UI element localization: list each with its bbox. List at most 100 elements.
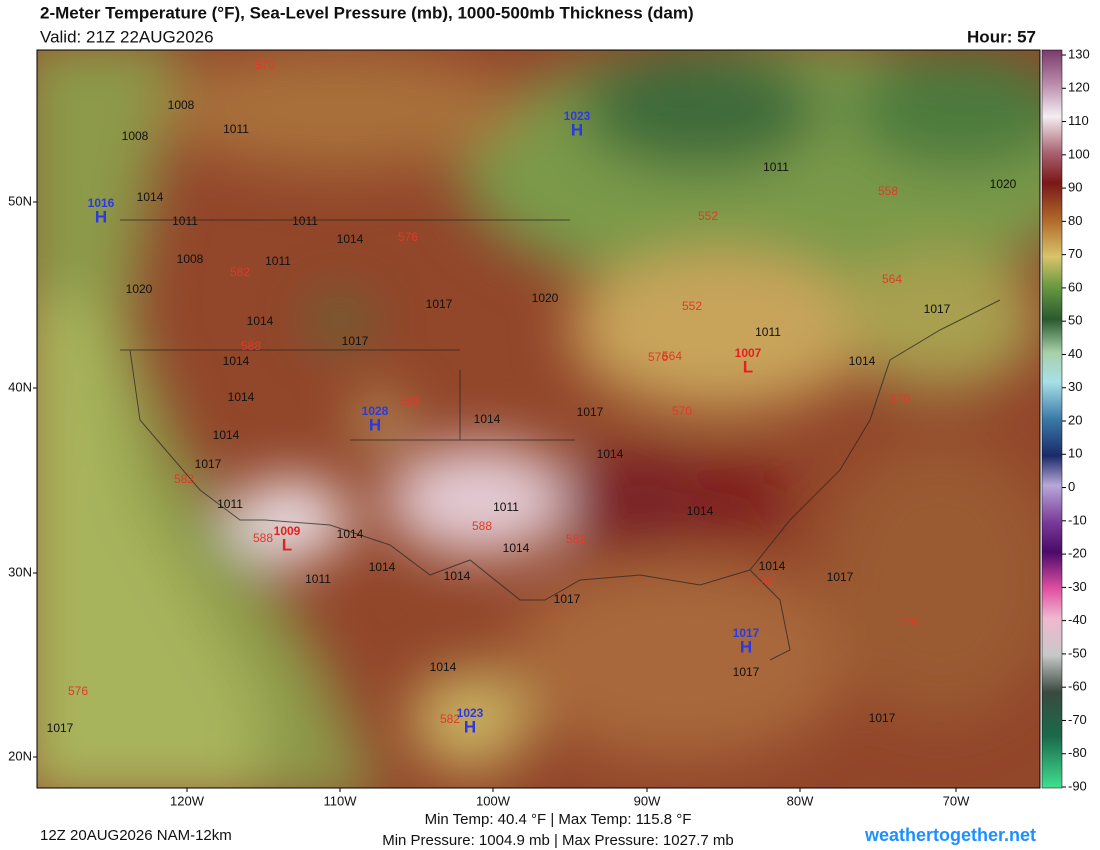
thickness-label: 582 — [230, 265, 250, 279]
colorbar-label: 70 — [1068, 246, 1082, 261]
valid-time: Valid: 21Z 22AUG2026 — [40, 27, 214, 46]
isobar-label: 1017 — [195, 457, 222, 471]
latitude-label: 30N — [8, 564, 32, 579]
colorbar-label: -70 — [1068, 712, 1087, 727]
thickness-label: 588 — [241, 339, 261, 353]
colorbar-label: -80 — [1068, 745, 1087, 760]
isobar-label: 1020 — [126, 282, 153, 296]
thickness-label: 576 — [898, 615, 918, 629]
colorbar-label: 0 — [1068, 479, 1075, 494]
isobar-label: 1011 — [223, 122, 249, 136]
colorbar-label: 40 — [1068, 346, 1082, 361]
longitude-label: 120W — [170, 793, 205, 808]
thickness-label: 576 — [68, 684, 88, 698]
colorbar-label: 30 — [1068, 379, 1082, 394]
isobar-label: 1014 — [213, 428, 240, 442]
isobar-label: 1014 — [223, 354, 250, 368]
isobar-label: 1017 — [554, 592, 581, 606]
isobar-label: 1017 — [869, 711, 896, 725]
thickness-label: 552 — [682, 299, 702, 313]
high-center-marker: H — [464, 717, 476, 736]
isobar-label: 1017 — [733, 665, 760, 679]
isobar-label: 1020 — [990, 177, 1017, 191]
low-center-marker: L — [743, 357, 753, 376]
high-center-marker: H — [571, 120, 583, 139]
thickness-label: 558 — [878, 184, 898, 198]
colorbar-label: -10 — [1068, 512, 1087, 527]
isobar-label: 1014 — [247, 314, 274, 328]
colorbar-label: -90 — [1068, 778, 1087, 793]
colorbar-label: 130 — [1068, 46, 1090, 61]
isobar-label: 1017 — [47, 721, 74, 735]
high-center-marker: H — [95, 207, 107, 226]
model-run: 12Z 20AUG2026 NAM-12km — [40, 827, 232, 844]
thickness-label: 564 — [662, 349, 682, 363]
colorbar-label: -20 — [1068, 546, 1087, 561]
thickness-label: 570 — [255, 58, 275, 72]
isobar-label: 1014 — [137, 190, 164, 204]
map-title: 2-Meter Temperature (°F), Sea-Level Pres… — [40, 3, 694, 22]
longitude-label: 90W — [634, 793, 661, 808]
isobar-label: 1014 — [687, 504, 714, 518]
thickness-label: 588 — [472, 519, 492, 533]
isobar-label: 1017 — [426, 297, 453, 311]
forecast-hour: Hour: 57 — [967, 27, 1036, 46]
thickness-label: 564 — [882, 272, 902, 286]
isobar-label: 1014 — [337, 232, 364, 246]
colorbar-label: 80 — [1068, 213, 1082, 228]
colorbar-label: -30 — [1068, 579, 1087, 594]
isobar-label: 1017 — [342, 334, 369, 348]
thickness-label: 582 — [566, 532, 586, 546]
isobar-label: 1017 — [827, 570, 854, 584]
isobar-label: 1011 — [305, 572, 331, 586]
isobar-label: 1008 — [122, 129, 149, 143]
colorbar-label: 110 — [1068, 113, 1089, 128]
high-center-marker: H — [369, 415, 381, 434]
isobar-label: 1014 — [474, 412, 501, 426]
low-center-marker: L — [282, 535, 292, 554]
isobar-label: 1011 — [493, 500, 519, 514]
high-center-value: 1028 — [362, 404, 389, 418]
low-center-value: 1007 — [735, 346, 762, 360]
colorbar-label: 120 — [1068, 80, 1090, 95]
isobar-label: 1014 — [759, 559, 786, 573]
isobar-label: 1014 — [369, 560, 396, 574]
colorbar-label: -40 — [1068, 612, 1087, 627]
pressure-range: Min Pressure: 1004.9 mb | Max Pressure: … — [382, 832, 734, 849]
high-center-value: 1023 — [457, 706, 484, 720]
thickness-label: 552 — [698, 209, 718, 223]
isobar-label: 1017 — [924, 302, 951, 316]
colorbar-label: -50 — [1068, 645, 1087, 660]
isobar-label: 1014 — [849, 354, 876, 368]
high-center-marker: H — [740, 637, 752, 656]
thickness-label: 582 — [174, 472, 194, 486]
isobar-label: 1014 — [337, 527, 364, 541]
isobar-label: 1014 — [503, 541, 530, 555]
thickness-label: 576 — [398, 230, 418, 244]
thickness-label: 576 — [752, 575, 772, 589]
thickness-label: 588 — [400, 394, 420, 408]
isobar-label: 1014 — [228, 390, 255, 404]
map-labels: 1008 1011 1008 1014 1011 1008 1020 1014 1014 1014… — [47, 58, 1017, 736]
isobar-label: 1008 — [168, 98, 195, 112]
isobar-label: 1017 — [577, 405, 604, 419]
thickness-label: 576 — [648, 350, 668, 364]
latitude-label: 50N — [8, 193, 32, 208]
isobar-label: 1014 — [597, 447, 624, 461]
isobar-label: 1011 — [265, 254, 291, 268]
isobar-label: 1011 — [172, 214, 198, 228]
longitude-label: 100W — [476, 793, 511, 808]
temperature-range: Min Temp: 40.4 °F | Max Temp: 115.8 °F — [425, 811, 692, 828]
colorbar-label: 10 — [1068, 446, 1082, 461]
colorbar-label: 90 — [1068, 180, 1082, 195]
isobar-label: 1011 — [217, 497, 243, 511]
map-frame — [36, 49, 1041, 789]
colorbar-label: 60 — [1068, 279, 1082, 294]
latitude-label: 20N — [8, 748, 32, 763]
high-center-value: 1016 — [88, 196, 115, 210]
isobar-label: 1014 — [430, 660, 457, 674]
isobar-label: 1011 — [763, 160, 789, 174]
map-field — [37, 50, 1040, 788]
isobar-label: 1011 — [292, 214, 318, 228]
